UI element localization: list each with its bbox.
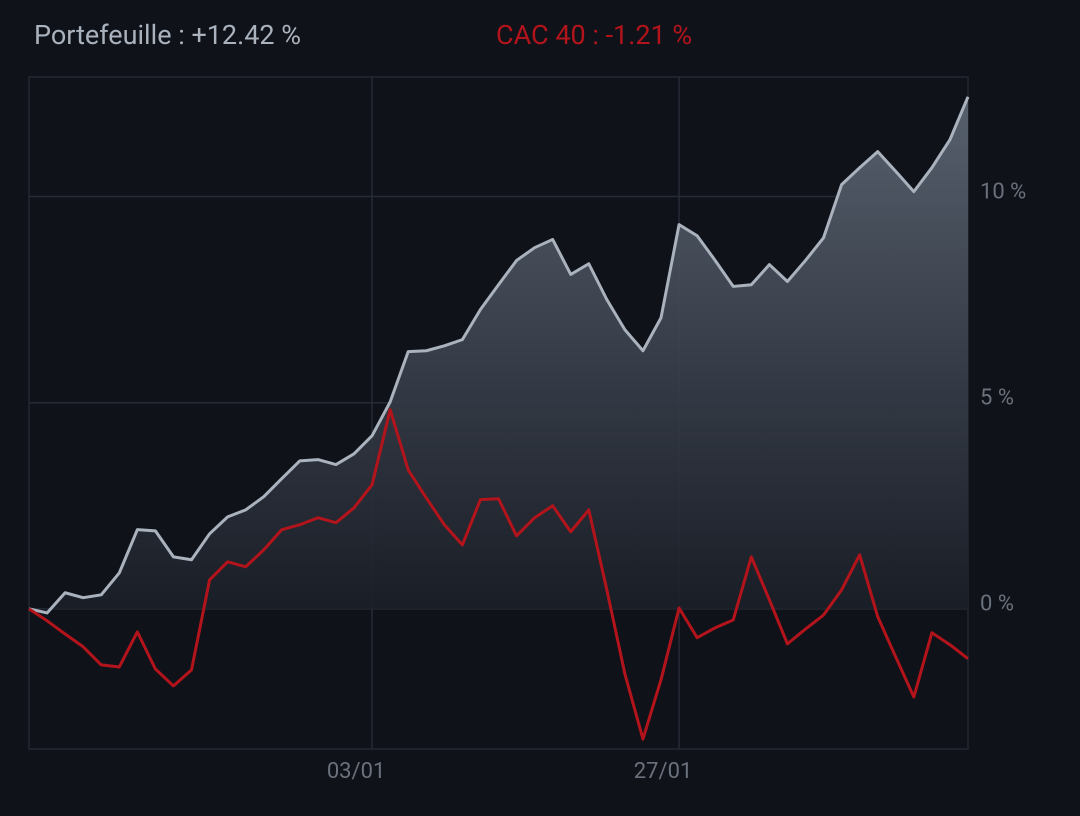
legend-label: Portefeuille : +12.42 % xyxy=(34,19,301,51)
legend-label: CAC 40 : -1.21 % xyxy=(496,19,692,51)
series-line xyxy=(28,96,970,615)
x-tick-label: 03/01 xyxy=(327,759,386,784)
area-fill xyxy=(29,96,968,613)
x-tick-label: 27/01 xyxy=(634,759,693,784)
y-tick-label: 0 % xyxy=(980,592,1014,617)
y-tick-label: 10 % xyxy=(980,179,1026,204)
series-line xyxy=(28,408,969,741)
y-tick-label: 5 % xyxy=(980,386,1014,411)
